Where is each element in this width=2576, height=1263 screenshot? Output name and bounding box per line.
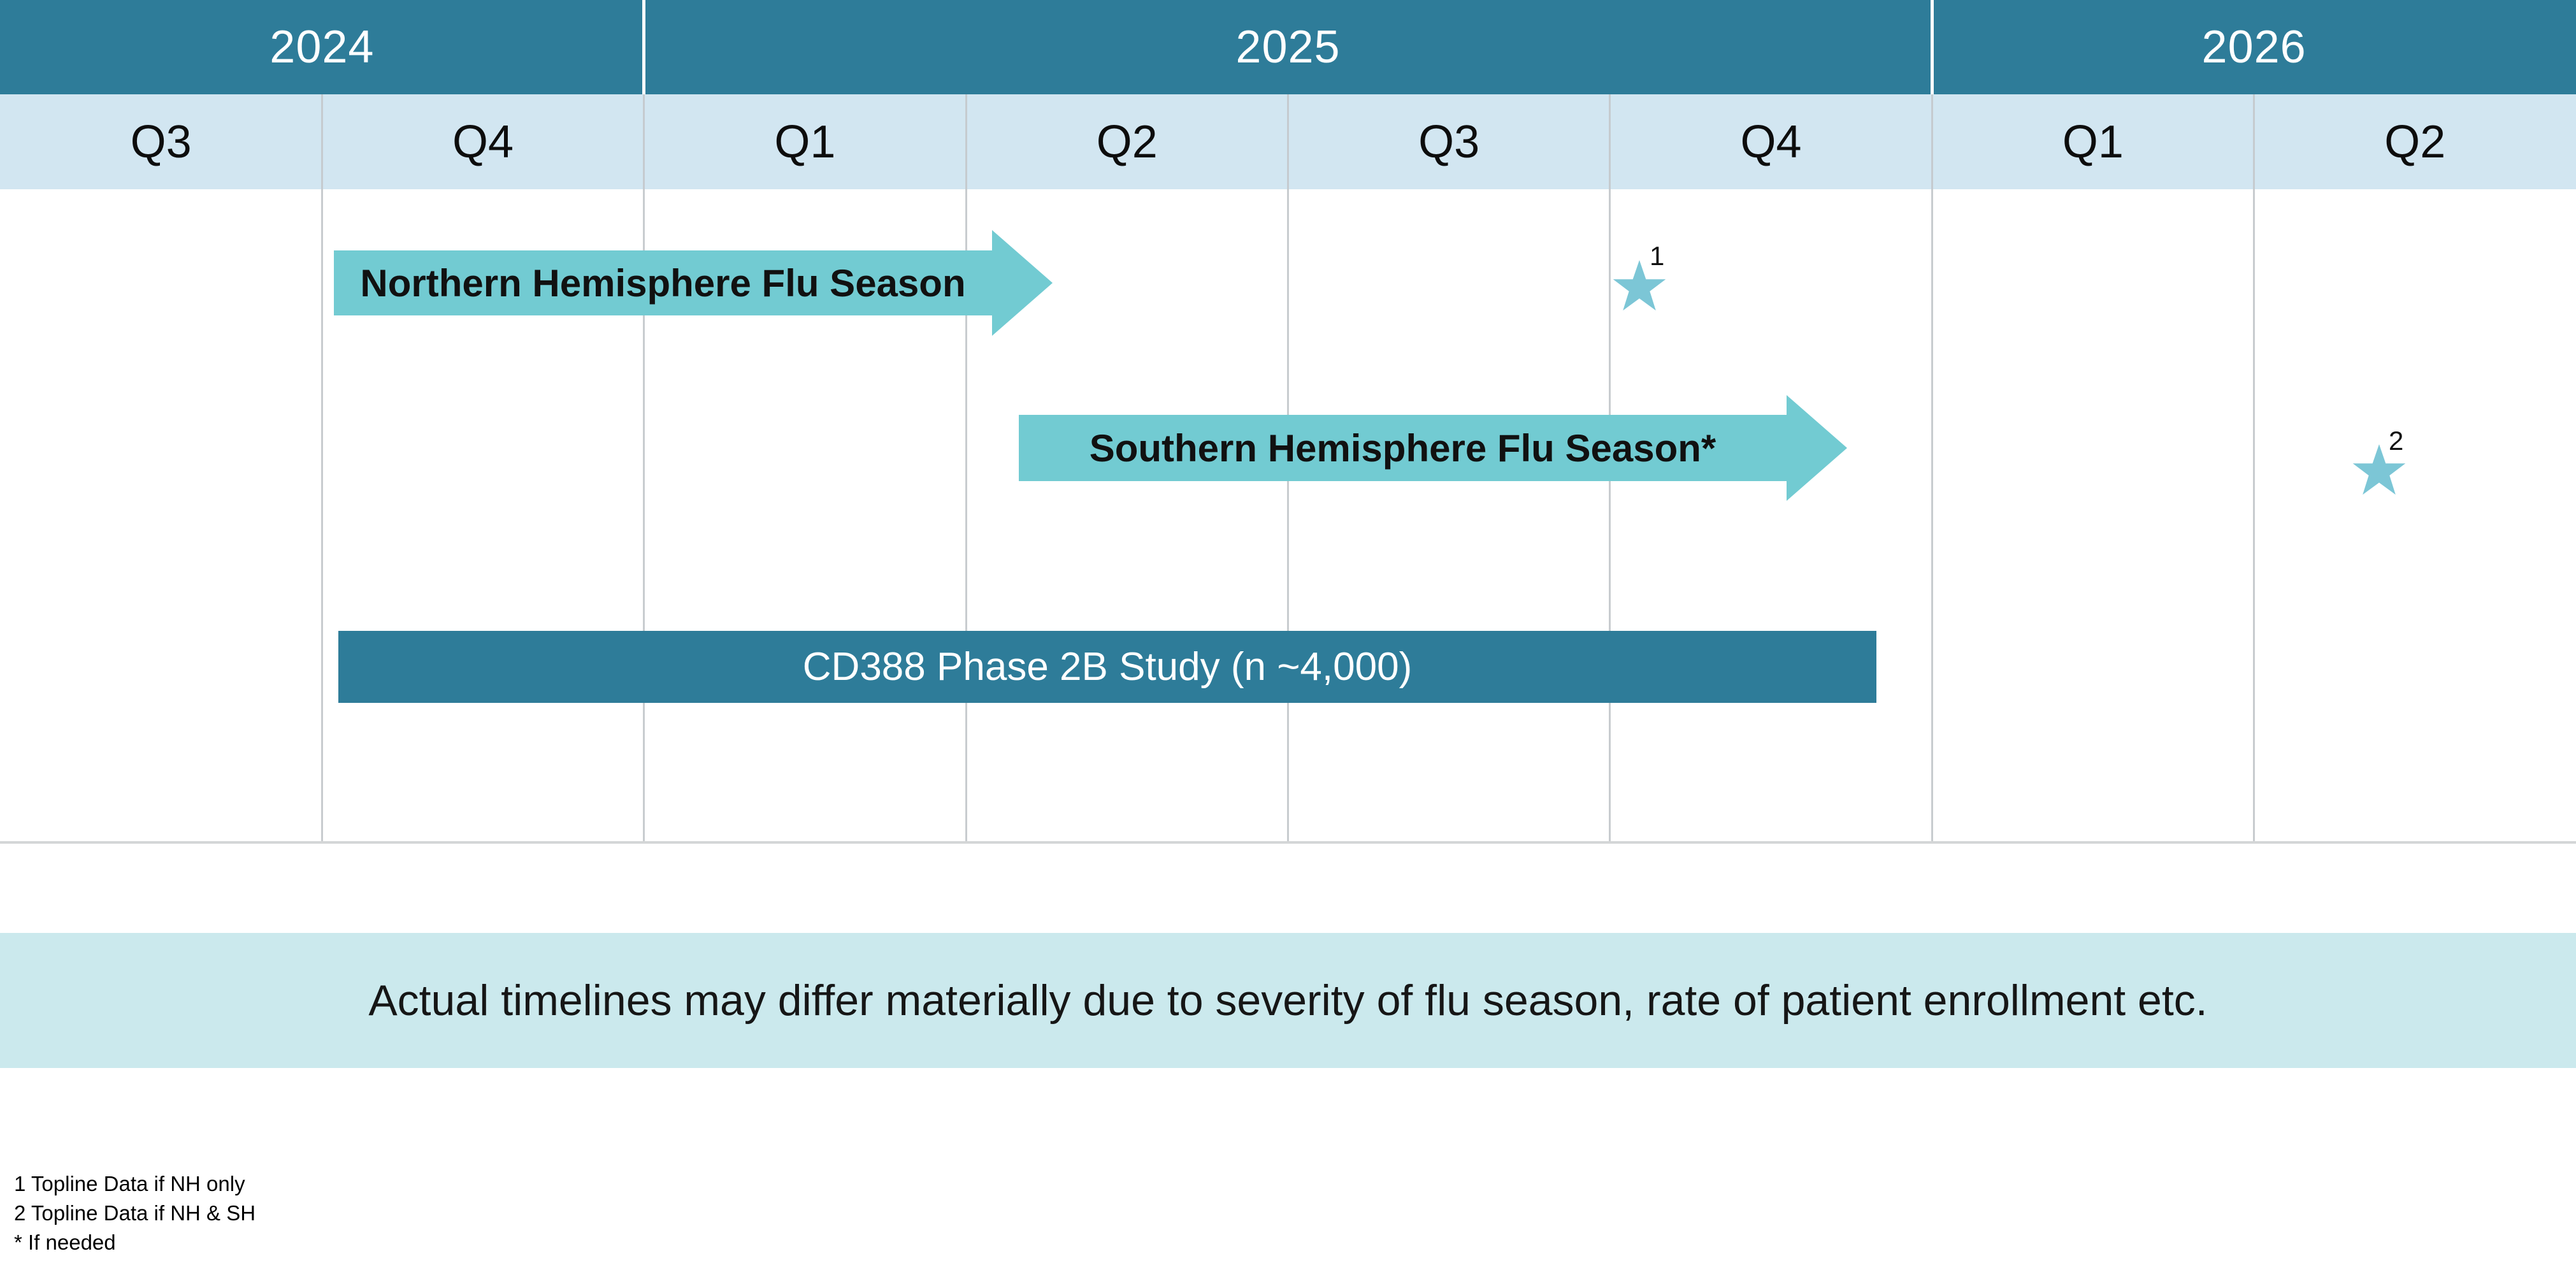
quarter-gridline xyxy=(1609,189,1611,842)
disclaimer-banner: Actual timelines may differ materially d… xyxy=(0,933,2576,1068)
year-label: 2025 xyxy=(1235,22,1341,73)
quarter-separator xyxy=(643,94,645,189)
quarter-cell: Q2 xyxy=(2384,116,2446,168)
quarter-cell: Q2 xyxy=(1096,116,1158,168)
year-header-2024: 2024 xyxy=(0,0,644,94)
quarter-separator xyxy=(2253,94,2255,189)
year-label: 2024 xyxy=(270,22,375,73)
cd388-study-label: CD388 Phase 2B Study (n ~4,000) xyxy=(802,645,1413,689)
quarter-separator xyxy=(1609,94,1611,189)
quarter-gridline xyxy=(643,189,645,842)
quarter-separator xyxy=(321,94,323,189)
nh-flu-season-label: Northern Hemisphere Flu Season xyxy=(360,261,966,305)
chart-bottom-rule xyxy=(0,841,2576,844)
quarter-cell: Q1 xyxy=(2062,116,2124,168)
quarter-gridline xyxy=(1931,189,1933,842)
footnote-2: 2 Topline Data if NH & SH xyxy=(14,1201,256,1225)
nh-arrow-head-icon xyxy=(992,230,1053,336)
footnotes-block: 1 Topline Data if NH only 2 Topline Data… xyxy=(14,1169,255,1257)
year-header-2025: 2025 xyxy=(644,0,1932,94)
milestone-2-superscript: 2 xyxy=(2389,426,2404,456)
quarter-gridline xyxy=(321,189,323,842)
year-header-2026: 2026 xyxy=(1932,0,2576,94)
quarter-cell: Q3 xyxy=(1418,116,1480,168)
year-header-row: 2024 2025 2026 xyxy=(0,0,2576,94)
quarter-gridline xyxy=(2253,189,2255,842)
nh-flu-season-arrow: Northern Hemisphere Flu Season xyxy=(334,250,992,315)
quarter-cell: Q3 xyxy=(130,116,192,168)
milestone-star-2-icon xyxy=(2352,444,2407,496)
quarter-separator xyxy=(1931,94,1933,189)
quarter-cell: Q1 xyxy=(774,116,836,168)
quarter-cell: Q4 xyxy=(1740,116,1802,168)
quarter-cell: Q4 xyxy=(452,116,514,168)
sh-flu-season-label: Southern Hemisphere Flu Season* xyxy=(1089,426,1716,470)
year-label: 2026 xyxy=(2201,22,2306,73)
quarter-separator xyxy=(965,94,967,189)
disclaimer-text: Actual timelines may differ materially d… xyxy=(368,976,2208,1025)
year-separator xyxy=(642,0,645,94)
milestone-star-1-icon xyxy=(1612,260,1667,312)
sh-arrow-head-icon xyxy=(1787,395,1847,501)
year-separator xyxy=(1931,0,1934,94)
cd388-study-bar: CD388 Phase 2B Study (n ~4,000) xyxy=(338,631,1876,703)
footnote-1: 1 Topline Data if NH only xyxy=(14,1172,245,1195)
milestone-1-superscript: 1 xyxy=(1650,241,1665,271)
quarter-gridline xyxy=(1287,189,1289,842)
sh-flu-season-arrow: Southern Hemisphere Flu Season* xyxy=(1019,415,1787,481)
footnote-asterisk: * If needed xyxy=(14,1231,116,1254)
quarter-gridline xyxy=(965,189,967,842)
quarter-separator xyxy=(1287,94,1289,189)
